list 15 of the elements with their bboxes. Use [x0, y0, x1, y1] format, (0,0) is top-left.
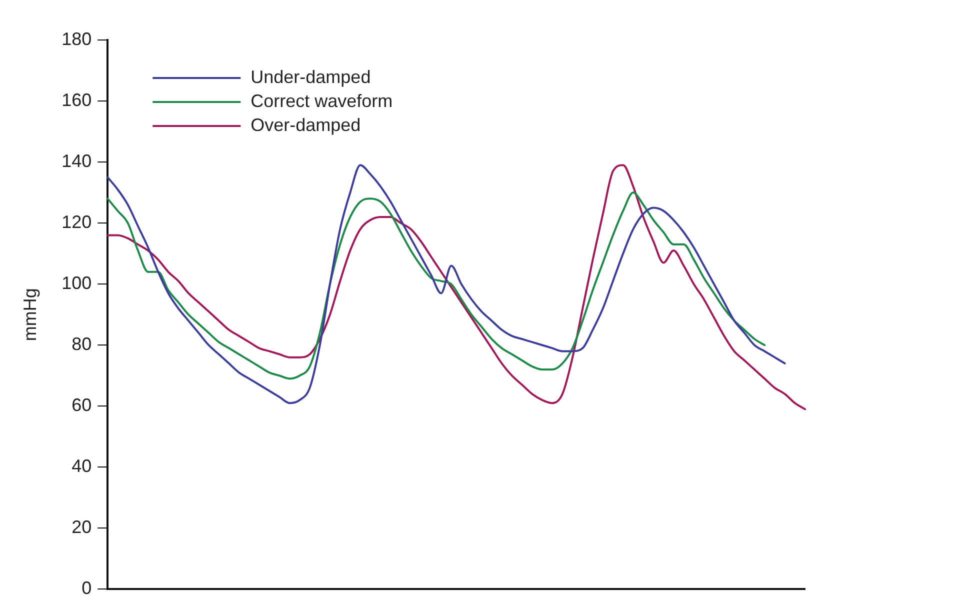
- y-tick-label: 60: [72, 395, 92, 416]
- y-tick-label: 0: [82, 578, 92, 598]
- y-axis-title: mmHg: [20, 288, 40, 342]
- legend-label: Under-damped: [250, 66, 371, 87]
- y-tick-label: 40: [72, 456, 92, 476]
- legend-label: Over-damped: [250, 114, 361, 135]
- y-tick-label: 100: [62, 273, 92, 294]
- y-tick-label: 80: [72, 334, 92, 354]
- y-tick-label: 180: [62, 28, 92, 49]
- legend-label: Correct waveform: [250, 90, 393, 111]
- y-tick-label: 140: [62, 151, 92, 172]
- y-tick-label: 20: [72, 517, 92, 538]
- y-tick-label: 160: [62, 90, 92, 110]
- y-tick-label: 120: [62, 212, 92, 232]
- line-series: [106, 192, 766, 380]
